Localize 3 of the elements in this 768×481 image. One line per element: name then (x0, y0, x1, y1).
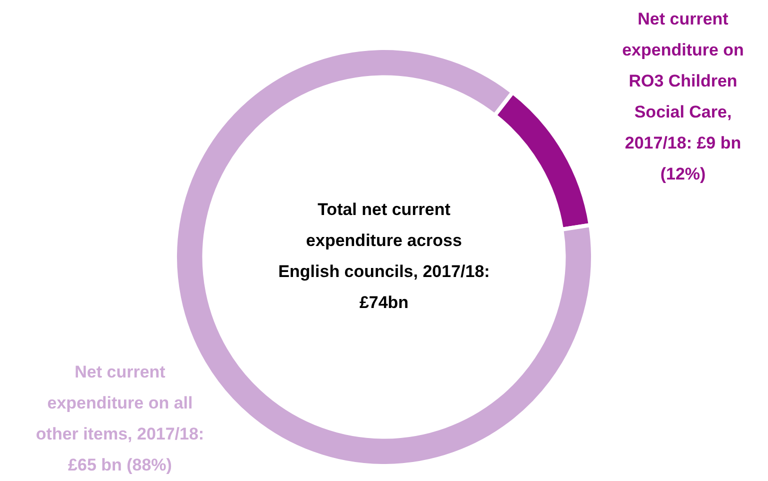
slice-label: Net current expenditure on RO3 Children Social Care, 2017/18: £9 bn (12%) (622, 10, 744, 184)
slice-label: Net current expenditure on all other items, 2017/18: £65 bn (88%) (36, 362, 204, 475)
text: Total net current expenditure across English councils, 2017/18: £74bn (278, 200, 490, 312)
